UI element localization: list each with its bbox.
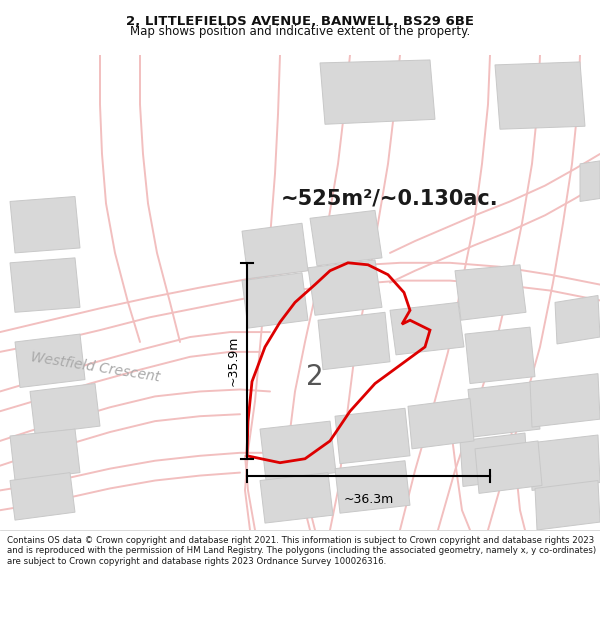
Polygon shape (10, 196, 80, 253)
Polygon shape (555, 296, 600, 344)
Polygon shape (475, 441, 542, 493)
Polygon shape (310, 211, 382, 266)
Polygon shape (535, 481, 600, 530)
Polygon shape (580, 161, 600, 201)
Text: ~35.9m: ~35.9m (227, 336, 239, 386)
Polygon shape (320, 60, 435, 124)
Polygon shape (10, 472, 75, 520)
Text: Map shows position and indicative extent of the property.: Map shows position and indicative extent… (130, 26, 470, 39)
Polygon shape (318, 312, 390, 369)
Polygon shape (260, 421, 336, 481)
Text: Contains OS data © Crown copyright and database right 2021. This information is : Contains OS data © Crown copyright and d… (7, 536, 596, 566)
Polygon shape (465, 327, 535, 384)
Polygon shape (30, 384, 100, 434)
Polygon shape (408, 398, 474, 449)
Polygon shape (15, 334, 85, 388)
Polygon shape (242, 223, 308, 279)
Text: ~525m²/~0.130ac.: ~525m²/~0.130ac. (281, 189, 499, 209)
Text: 2: 2 (306, 362, 324, 391)
Polygon shape (260, 472, 333, 523)
Polygon shape (242, 272, 308, 328)
Text: 2, LITTLEFIELDS AVENUE, BANWELL, BS29 6BE: 2, LITTLEFIELDS AVENUE, BANWELL, BS29 6B… (126, 16, 474, 28)
Text: Westfield Crescent: Westfield Crescent (29, 351, 161, 385)
Polygon shape (455, 265, 526, 320)
Polygon shape (460, 433, 528, 486)
Polygon shape (10, 429, 80, 481)
Text: ~36.3m: ~36.3m (343, 493, 394, 506)
Polygon shape (335, 408, 410, 464)
Polygon shape (390, 302, 464, 355)
Polygon shape (335, 461, 410, 513)
Polygon shape (495, 62, 585, 129)
Polygon shape (530, 435, 600, 491)
Polygon shape (308, 260, 382, 315)
Polygon shape (530, 374, 600, 427)
Polygon shape (468, 381, 540, 437)
Polygon shape (10, 258, 80, 312)
